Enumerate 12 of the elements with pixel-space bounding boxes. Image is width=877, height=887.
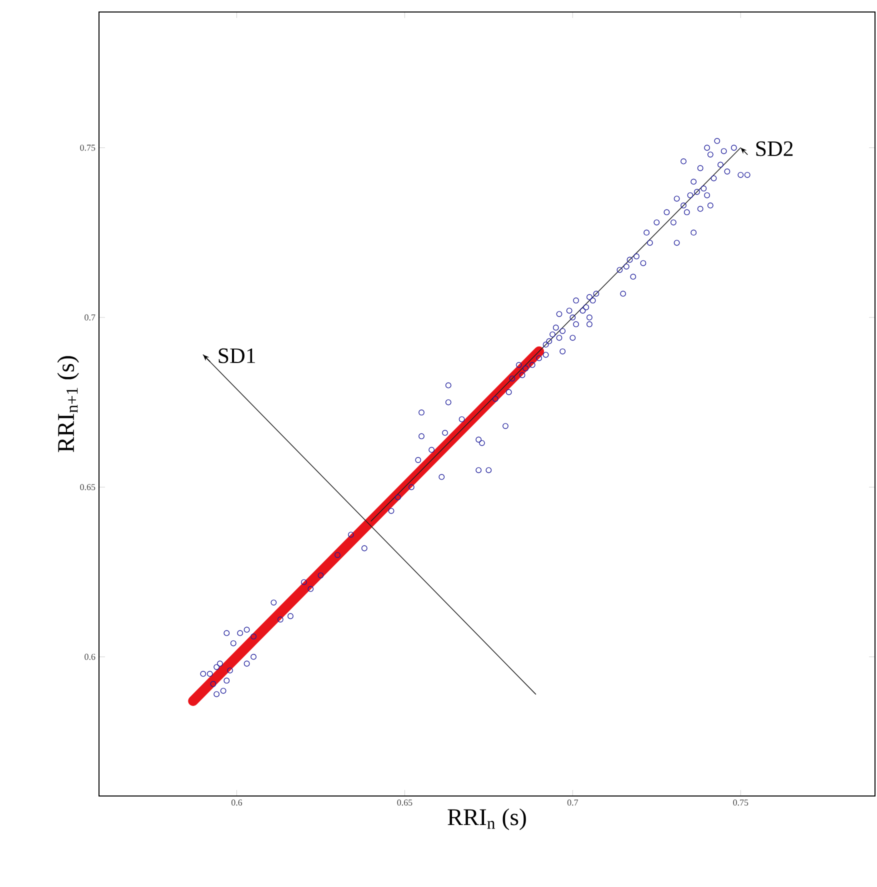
y-tick-label: 0.7: [84, 314, 96, 320]
annotation: SD1: [218, 348, 255, 364]
y-tick-label: 0.75: [80, 144, 96, 151]
x-tick-label: 0.6: [231, 800, 242, 806]
y-axis-title: RRI$_{n+1}$ (s): [57, 356, 79, 452]
x-tick-label: 0.65: [397, 800, 412, 806]
x-axis-title: RRI$_{n}$ (s): [448, 808, 526, 830]
x-tick-label: 0.7: [567, 800, 578, 806]
x-tick-label: 0.75: [733, 800, 748, 806]
y-tick-label: 0.65: [80, 484, 96, 490]
y-tick-label: 0.6: [84, 654, 96, 660]
annotation: SD2: [756, 141, 793, 156]
